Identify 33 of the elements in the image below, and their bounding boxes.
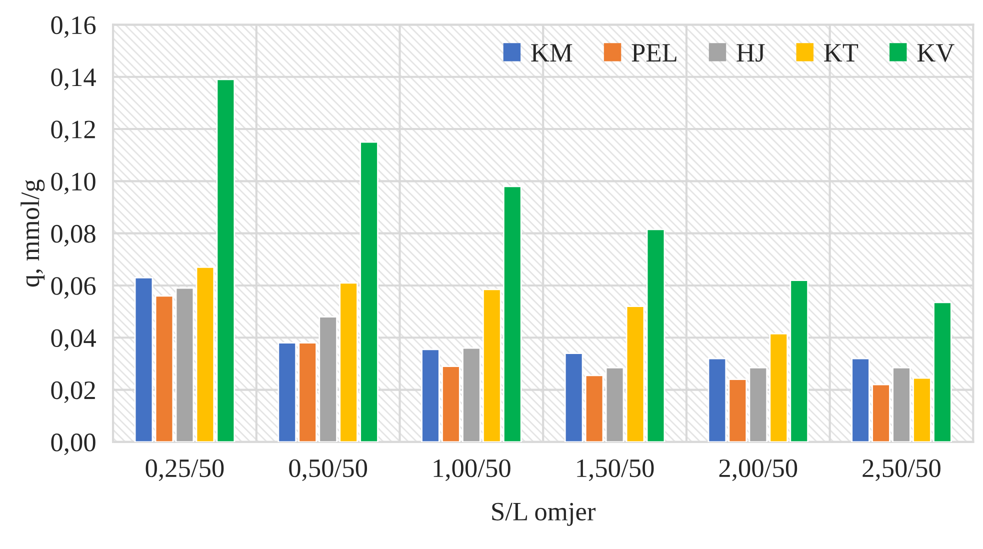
- y-tick-label: 0,10: [51, 172, 96, 194]
- bar: [605, 366, 624, 442]
- y-tick-label: 0,02: [51, 381, 95, 404]
- x-tick-label: 1,50/50: [577, 459, 654, 481]
- bar: [584, 374, 604, 442]
- bar: [626, 306, 645, 442]
- legend-label: PEL: [632, 44, 676, 62]
- y-tick-label: 0,04: [51, 329, 96, 351]
- x-tick-label: 1,00/50: [434, 459, 510, 481]
- y-tick-label: 0,00: [51, 434, 96, 456]
- legend-label: KM: [531, 44, 572, 62]
- bar: [196, 266, 215, 442]
- y-tick-label: 0,06: [51, 277, 96, 299]
- bar: [646, 228, 666, 442]
- legend-label: KV: [917, 44, 954, 62]
- x-tick-label: 0,50/50: [289, 459, 368, 481]
- y-tick-label: 0,16: [51, 16, 96, 38]
- y-tick-label: 0,14: [51, 68, 96, 90]
- bar: [564, 352, 584, 442]
- bar: [154, 295, 174, 442]
- y-axis-title: q, mmol/g: [20, 180, 45, 287]
- bar: [708, 358, 727, 442]
- y-tick-label: 0,08: [51, 224, 96, 247]
- legend-label: HJ: [736, 44, 765, 62]
- x-tick-label: 2,00/50: [719, 459, 798, 481]
- bar: [175, 287, 194, 442]
- x-tick-label: 0,25/50: [146, 459, 224, 481]
- bar: [216, 78, 236, 442]
- x-axis-title: S/L omjer: [492, 502, 596, 526]
- x-tick-label: 2,50/50: [862, 459, 940, 481]
- bar: [134, 276, 154, 442]
- y-tick-label: 0,12: [51, 120, 95, 142]
- legend-label: KT: [824, 44, 858, 62]
